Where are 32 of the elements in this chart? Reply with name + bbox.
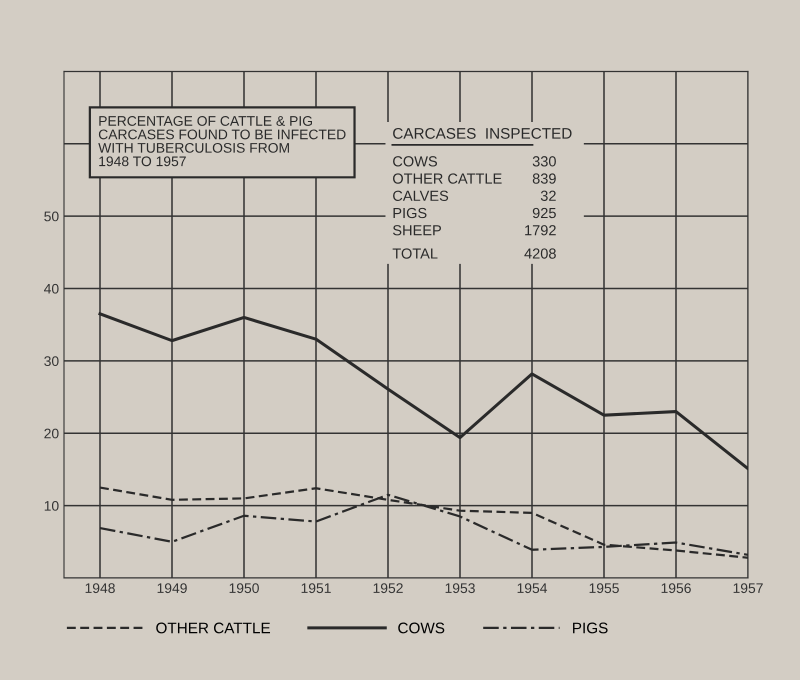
x-tick-label: 1957 [734,583,763,594]
legend-label: OTHER CATTLE [156,622,270,634]
y-tick-label: 30 [44,356,59,366]
x-tick-label: 1954 [518,583,548,594]
y-tick-label: 10 [44,500,59,511]
annotation: 839 [532,173,556,184]
y-tick-label: 40 [44,284,59,294]
x-tick-label: 1955 [590,583,619,594]
annotation: 330 [532,156,556,167]
annotation: COWS [393,156,438,167]
annotation: OTHER CATTLE [393,173,502,184]
x-tick-label: 1956 [662,583,691,594]
annotation: 4208 [524,248,556,259]
y-tick-label: 20 [44,428,59,438]
annotation: CARCASES INSPECTED [393,128,572,139]
x-tick-label: 1953 [446,583,475,594]
x-tick-label: 1950 [230,583,259,594]
legend-label: PIGS [573,622,608,634]
y-tick-label: 50 [44,211,59,222]
legend-label: COWS [398,622,444,634]
annotation: TOTAL [392,248,438,259]
x-tick-label: 1949 [158,583,187,594]
annotation: 32 [540,190,556,201]
annotation: CALVES [393,190,448,201]
annotation: 925 [532,208,556,218]
x-tick-label: 1952 [374,583,403,594]
annotation: PIGS [394,208,426,218]
annotation: SHEEP [392,225,441,236]
x-tick-label: 1948 [86,583,115,594]
x-tick-label: 1951 [302,583,331,594]
text: PERCENTAGE OF CATTLE & PIG CARCASES FOUND TO BE INFECTED WITH TUBERCULOSIS FROM 1948 TO 1957 [98,116,346,166]
annotation: 1792 [525,225,556,236]
